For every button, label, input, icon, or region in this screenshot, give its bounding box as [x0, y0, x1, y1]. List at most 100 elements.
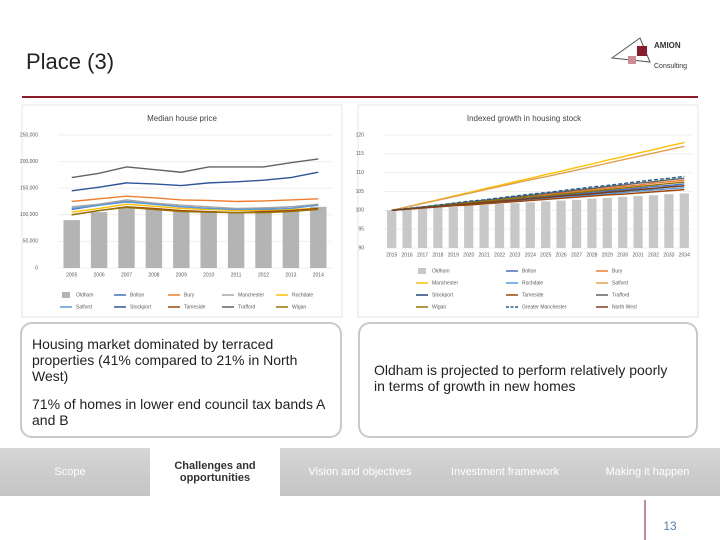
legend-label: Tameside: [522, 292, 544, 298]
series-line: [391, 185, 685, 212]
series-line: [391, 181, 685, 212]
y-tick-label: 120: [356, 132, 365, 138]
nav-item[interactable]: Challenges and opportunities: [150, 448, 280, 496]
x-tick-label: 2023: [509, 252, 520, 258]
bar: [494, 203, 505, 248]
bar: [618, 196, 628, 248]
legend-swatch: [62, 292, 70, 298]
bar: [556, 200, 566, 248]
y-tick-label: 100,000: [20, 212, 38, 218]
x-tick-label: 2020: [463, 252, 474, 258]
x-tick-label: 2022: [494, 252, 505, 258]
x-tick-label: 2005: [66, 272, 77, 278]
bar: [387, 210, 397, 248]
chart-title: Median house price: [147, 114, 217, 123]
series-line: [391, 145, 685, 212]
bar: [448, 206, 458, 248]
x-tick-label: 2024: [525, 252, 536, 258]
series-line: [71, 199, 319, 210]
text-box: Oldham is projected to perform relativel…: [358, 322, 698, 438]
bar: [173, 210, 190, 268]
y-tick-label: 105: [356, 189, 365, 195]
legend-label: Wigan: [432, 304, 446, 310]
legend-label: North West: [612, 304, 638, 310]
nav-item[interactable]: Scope: [54, 466, 86, 478]
x-tick-label: 2028: [586, 252, 597, 258]
nav-bar: Scope Challenges and opportunities Vision …: [0, 448, 720, 496]
series-line: [71, 203, 319, 213]
legend-label: Rochdale: [292, 292, 313, 298]
legend-label: Salford: [612, 280, 628, 286]
x-tick-label: 2015: [386, 252, 397, 258]
legend-label: Stockport: [130, 304, 152, 310]
y-tick-label: 110: [356, 170, 364, 176]
logo-text: AMION: [654, 41, 681, 50]
legend-label: Salford: [76, 304, 92, 310]
y-tick-label: 90: [358, 245, 364, 251]
legend-label: Manchester: [238, 292, 264, 298]
bar: [464, 205, 474, 248]
bar: [479, 205, 489, 248]
x-tick-label: 2034: [679, 252, 690, 258]
nav-item[interactable]: Making it happen: [605, 466, 690, 478]
x-tick-label: 2013: [285, 272, 296, 278]
bar: [571, 199, 582, 248]
paragraph: 71% of homes in lower end council tax ba…: [32, 396, 325, 428]
x-tick-label: 2014: [313, 272, 324, 278]
x-tick-label: 2007: [121, 272, 132, 278]
y-tick-label: 95: [358, 226, 364, 232]
series-line: [71, 195, 319, 203]
series-line: [71, 201, 319, 211]
bar: [633, 196, 643, 248]
y-tick-label: 50,000: [23, 239, 39, 245]
bar: [648, 195, 659, 248]
chart-title: Indexed growth in housing stock: [467, 114, 582, 123]
legend-label: Oldham: [76, 292, 94, 298]
legend-label: Tameside: [184, 304, 206, 310]
bar: [200, 211, 217, 268]
legend-label: Wigan: [292, 304, 306, 310]
bar: [310, 206, 327, 268]
x-tick-label: 2008: [148, 272, 159, 278]
series-line: [71, 158, 319, 179]
x-tick-label: 2017: [417, 252, 428, 258]
paragraph: Housing market dominated by terraced pro…: [32, 336, 298, 384]
legend-label: Manchester: [432, 280, 458, 286]
y-tick-label: 100: [356, 208, 365, 214]
series-line: [391, 175, 685, 212]
bar: [664, 194, 674, 248]
y-tick-label: 200,000: [20, 159, 38, 165]
x-tick-label: 2021: [479, 252, 490, 258]
x-tick-label: 2030: [617, 252, 628, 258]
x-tick-label: 2009: [176, 272, 187, 278]
x-tick-label: 2026: [556, 252, 567, 258]
logo-text: Consulting: [654, 63, 687, 70]
bar: [145, 208, 163, 268]
x-tick-label: 2006: [94, 272, 105, 278]
x-tick-label: 2018: [432, 252, 443, 258]
nav-item[interactable]: Investment framework: [450, 466, 560, 478]
bar: [118, 206, 135, 268]
x-tick-label: 2025: [540, 252, 551, 258]
legend-label: Trafford: [238, 304, 255, 310]
y-tick-label: 150,000: [20, 186, 38, 192]
bar: [90, 212, 108, 268]
bar: [525, 202, 535, 248]
logo: AMION Consulting: [610, 37, 687, 70]
x-tick-label: 2033: [663, 252, 674, 258]
legend-label: Rochdale: [522, 280, 543, 286]
y-tick-label: 250,000: [20, 132, 38, 138]
nav-item[interactable]: Vision and objectives: [308, 466, 412, 478]
legend-label: Bolton: [522, 268, 536, 274]
x-tick-label: 2011: [231, 272, 242, 278]
legend-swatch: [418, 268, 426, 274]
legend-label: Bury: [612, 268, 623, 274]
slide-title: Place (3): [26, 49, 114, 74]
bar: [282, 209, 300, 268]
x-tick-label: 2016: [402, 252, 413, 258]
x-tick-label: 2031: [633, 252, 644, 258]
x-tick-label: 2019: [448, 252, 459, 258]
legend-label: Greater Manchester: [522, 304, 567, 310]
